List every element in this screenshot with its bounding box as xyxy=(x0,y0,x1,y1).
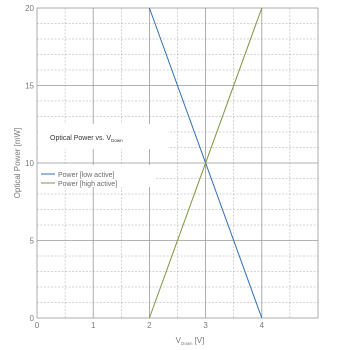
legend-background xyxy=(38,165,156,187)
y-axis-label: Optical Power [mW] xyxy=(13,128,22,199)
x-tick-label: 0 xyxy=(35,321,40,330)
chart-title: Optical Power vs. VDown xyxy=(50,135,123,143)
chart-title-box: Optical Power vs. VDown xyxy=(38,124,168,149)
x-axis-label: VDown [V] xyxy=(176,336,205,346)
legend-label-low-active: Power [low active] xyxy=(58,172,114,179)
series-lines xyxy=(148,7,263,319)
legend-label-high-active: Power [high active] xyxy=(58,181,117,188)
y-tick-label: 15 xyxy=(25,82,34,91)
y-tick-label: 5 xyxy=(30,237,35,246)
title-background xyxy=(38,124,168,149)
y-tick-label: 10 xyxy=(25,159,34,168)
x-tick-label: 3 xyxy=(203,321,208,330)
y-tick-label: 20 xyxy=(25,4,34,13)
x-tick-label: 4 xyxy=(260,321,265,330)
legend: Power [low active] Power [high active] xyxy=(38,165,156,188)
y-tick-labels: 0 5 10 15 20 xyxy=(25,4,34,323)
series-line-high-active xyxy=(148,7,263,319)
y-tick-label: 0 xyxy=(30,314,35,323)
x-tick-labels: 0 1 2 3 4 xyxy=(35,321,265,330)
plot-frame xyxy=(36,7,319,319)
x-tick-label: 2 xyxy=(147,321,152,330)
x-tick-label: 1 xyxy=(91,321,96,330)
